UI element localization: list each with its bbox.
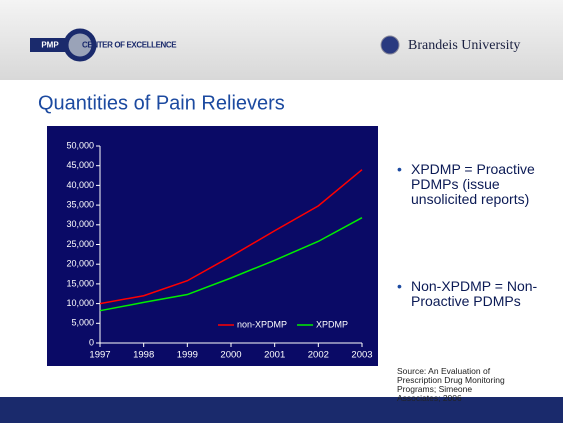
y-tick-label: 40,000: [66, 180, 94, 190]
series-line: [99, 217, 363, 312]
y-tick-label: 20,000: [66, 259, 94, 269]
bullet: XPDMP = Proactive PDMPs (issue unsolicit…: [397, 162, 561, 207]
chart: 0 5,000 10,000 15,000 20,000 25,000 30,000 35,0…: [66, 140, 372, 360]
source-note: Source: An Evaluation of Prescription Dr…: [397, 366, 505, 403]
slide-title: Quantities of Pain Relievers: [38, 92, 285, 114]
logo-right: CENTER OF EXCELLENCE: [82, 41, 177, 50]
logo-box: [30, 38, 70, 52]
y-tick-label: 25,000: [66, 239, 94, 249]
y-tick-label: 5,000: [71, 318, 94, 328]
x-tick-label: 2003: [351, 350, 372, 361]
y-tick-label: 35,000: [66, 199, 94, 209]
y-tick-label: 15,000: [66, 278, 94, 288]
x-tick-label: 1998: [133, 350, 154, 361]
x-tick-label: 1999: [177, 350, 198, 361]
chart-background: [47, 126, 378, 366]
y-tick-label: 30,000: [66, 219, 94, 229]
y-tick-label: 10,000: [66, 298, 94, 308]
series-line: [99, 169, 363, 305]
x-tick-label: 2000: [220, 350, 241, 361]
logo-left: PMP: [41, 41, 59, 50]
y-tick-label: 0: [89, 337, 94, 347]
university-name: Brandeis University: [408, 38, 520, 53]
footer-band: [0, 397, 563, 423]
legend-label: XPDMP: [316, 319, 348, 329]
x-tick-label: 2001: [264, 350, 285, 361]
logo-circle: [63, 28, 97, 62]
x-tick-label: 2002: [308, 350, 329, 361]
y-tick-label: 45,000: [66, 160, 94, 170]
university-seal: [380, 35, 400, 55]
legend-label: non-XPDMP: [237, 319, 287, 329]
bullet: Non-XPDMP = Non-Proactive PDMPs: [397, 279, 561, 309]
y-tick-label: 50,000: [66, 140, 94, 150]
x-tick-label: 1997: [89, 350, 110, 361]
